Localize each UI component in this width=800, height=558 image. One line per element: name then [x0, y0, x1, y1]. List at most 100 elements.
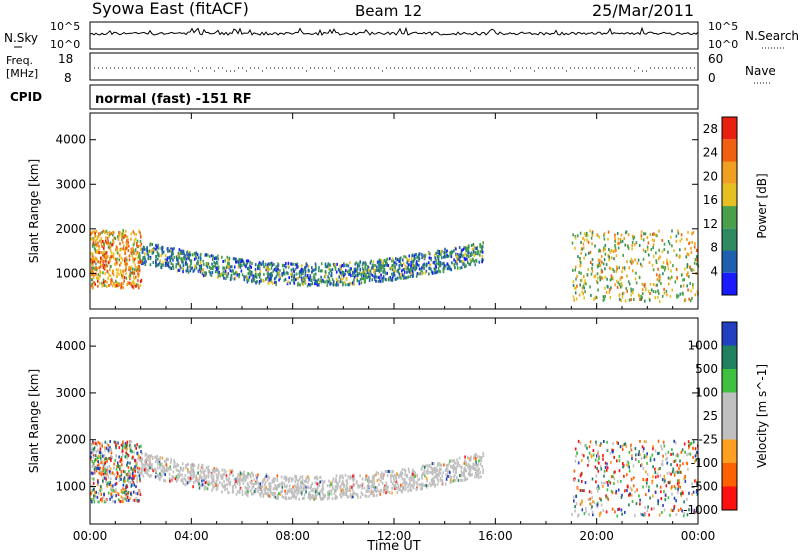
velocity-echo-cell [647, 505, 649, 509]
power-echo-cell [607, 230, 610, 234]
noise-right-tick-bottom: 10^0 [708, 38, 738, 51]
power-echo-cell [690, 268, 692, 272]
power-echo-cell [472, 250, 475, 254]
velocity-echo-cell [272, 487, 275, 491]
velocity-echo-cell [668, 471, 671, 475]
velocity-echo-cell [353, 491, 356, 495]
power-echo-cell [605, 291, 608, 295]
power-echo-cell [618, 283, 621, 286]
velocity-echo-cell [328, 479, 330, 483]
power-echo-cell [104, 283, 106, 287]
power-echo-cell [313, 277, 315, 281]
velocity-echo-cell [385, 484, 388, 488]
velocity-echo-cell [248, 472, 251, 476]
freq-left-tick-top: 18 [58, 52, 73, 66]
velocity-echo-cell [185, 482, 188, 486]
power-echo-cell [90, 232, 92, 236]
velocity-echo-cell [669, 513, 671, 517]
velocity-echo-cell [305, 479, 307, 483]
power-echo-cell [136, 239, 139, 243]
velocity-echo-cell [254, 482, 256, 485]
power-echo-cell [467, 248, 470, 251]
power-echo-cell [145, 260, 147, 264]
power-echo-cell [460, 260, 462, 264]
power-echo-cell [158, 261, 161, 265]
power-echo-cell [101, 258, 104, 262]
power-echo-cell [663, 248, 666, 251]
power-colorbar-label: Power [dB] [755, 173, 769, 238]
velocity-echo-cell [276, 496, 278, 500]
velocity-echo-cell [598, 461, 600, 465]
velocity-echo-cell [346, 482, 349, 486]
velocity-echo-cell [175, 465, 177, 469]
velocity-echo-cell [442, 482, 444, 486]
power-echo-cell [95, 238, 97, 242]
velocity-echo-cell [125, 447, 127, 451]
velocity-echo-cell [214, 481, 216, 485]
velocity-echo-cell [139, 493, 142, 497]
power-echo-cell [634, 277, 637, 281]
power-echo-cell [167, 263, 169, 267]
velocity-echo-cell [451, 459, 454, 463]
velocity-echo-cell [625, 444, 627, 448]
power-echo-cell [101, 284, 104, 288]
power-echo-cell [98, 266, 100, 270]
power-echo-cell [235, 260, 238, 264]
velocity-echo-cell [667, 496, 670, 500]
power-echo-cell [378, 279, 381, 283]
velocity-echo-cell [370, 480, 372, 483]
power-echo-cell [434, 271, 437, 275]
velocity-echo-cell [674, 459, 677, 463]
power-echo-cell [336, 262, 338, 266]
velocity-echo-cell [467, 465, 469, 469]
velocity-echo-cell [274, 487, 276, 491]
power-echo-cell [96, 244, 99, 248]
velocity-echo-cell [321, 496, 324, 500]
power-echo-cell [402, 268, 404, 272]
power-echo-cell [184, 254, 186, 257]
power-echo-cell [118, 258, 120, 262]
velocity-echo-cell [447, 463, 449, 467]
power-echo-cell [585, 231, 588, 235]
power-echo-cell [358, 264, 361, 268]
velocity-echo-cell [120, 443, 123, 447]
velocity-echo-cell [590, 507, 593, 510]
power-echo-cell [580, 240, 582, 244]
noise-right-tick-top: 10^5 [708, 20, 738, 33]
velocity-echo-cell [435, 466, 437, 470]
power-echo-cell [130, 265, 132, 269]
power-echo-cell [578, 293, 581, 297]
velocity-echo-cell [441, 479, 444, 482]
power-echo-cell [616, 265, 618, 269]
velocity-echo-cell [168, 467, 170, 471]
power-echo-cell [188, 255, 190, 259]
power-echo-cell [686, 237, 688, 241]
power-echo-cell [170, 254, 173, 257]
velocity-echo-cell [134, 467, 136, 471]
power-echo-cell [184, 257, 187, 261]
power-echo-cell [258, 274, 261, 278]
power-echo-cell [602, 298, 605, 302]
velocity-echo-cell [139, 490, 141, 493]
velocity-echo-cell [413, 482, 415, 486]
velocity-echo-cell [399, 487, 401, 491]
velocity-echo-cell [340, 495, 343, 499]
power-echo-cell [133, 239, 136, 243]
velocity-echo-cell [404, 484, 406, 487]
velocity-echo-cell [666, 456, 668, 460]
power-echo-cell [686, 263, 689, 267]
velocity-echo-cell [577, 479, 580, 483]
power-echo-cell [164, 260, 167, 264]
power-echo-cell [274, 267, 277, 270]
velocity-echo-cell [646, 472, 649, 476]
power-echo-cell [309, 274, 312, 278]
velocity-echo-cell [136, 492, 139, 496]
power-echo-cell [412, 266, 415, 270]
power-echo-cell [338, 269, 341, 273]
velocity-echo-cell [332, 487, 334, 491]
power-echo-cell [453, 263, 455, 267]
velocity-echo-cell [129, 496, 131, 500]
velocity-echo-cell [424, 465, 426, 469]
power-echo-cell [369, 269, 372, 273]
velocity-echo-cell [134, 469, 136, 473]
